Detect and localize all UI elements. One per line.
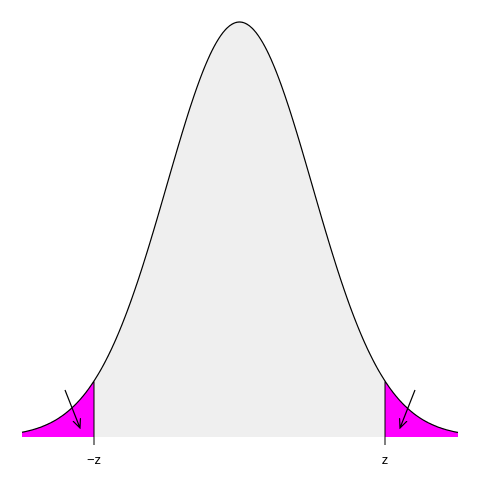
right-arrow [400,389,416,428]
center-area [94,22,385,437]
right-tail [385,380,458,437]
left-arrow [64,389,80,428]
right-label: z [382,452,389,467]
left-label: −z [87,452,101,467]
left-tail [22,380,94,437]
